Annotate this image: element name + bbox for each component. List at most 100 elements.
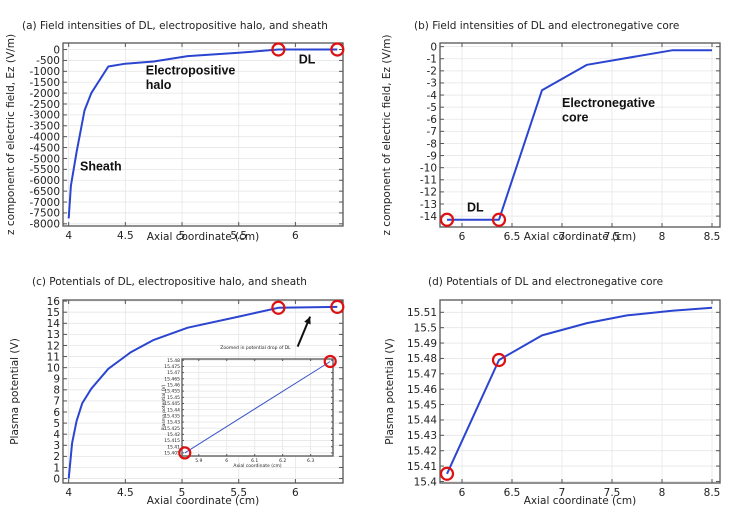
y-axis-label: Plasma potential (V) xyxy=(9,338,21,445)
y-tick-label: 10 xyxy=(47,362,60,374)
x-tick-label: 7 xyxy=(559,487,566,499)
y-tick-label: -12 xyxy=(420,187,437,199)
annotation-label: DL xyxy=(467,200,484,214)
panel-a: 4 4.5 5 5.5 60-500-1000-1500-2000-2500-3000-… xyxy=(5,20,345,243)
axes-frame xyxy=(62,42,344,227)
y-tick-label: -10 xyxy=(420,162,437,174)
y-tick-label: 12 xyxy=(47,340,60,352)
y-tick-label: -1 xyxy=(427,54,437,66)
highlight-marker xyxy=(323,354,337,369)
y-tick-label: 15.5 xyxy=(414,322,437,334)
x-tick-label: 6.3 xyxy=(307,458,314,464)
y-tick-label: -4 xyxy=(427,90,438,102)
x-tick-label: 6 xyxy=(292,487,299,499)
y-tick-label: -11 xyxy=(420,175,437,187)
y-tick-label: 15.48 xyxy=(407,353,437,365)
y-tick-label: -1000 xyxy=(29,66,60,78)
x-tick-label: 5.5 xyxy=(230,487,247,499)
x-tick-label: 4.5 xyxy=(117,230,134,242)
y-tick-label: 4 xyxy=(53,429,60,441)
y-tick-label: -8000 xyxy=(29,219,60,231)
y-tick-label: -4500 xyxy=(29,142,60,154)
y-tick-label: -1500 xyxy=(29,77,60,89)
series-line xyxy=(446,306,713,475)
x-tick-label: 6 xyxy=(292,230,299,242)
highlight-marker xyxy=(439,212,455,227)
y-tick-label: -2000 xyxy=(29,88,60,100)
highlight-marker xyxy=(491,212,507,227)
series-line xyxy=(447,49,712,221)
x-tick-label: 5 xyxy=(179,487,186,499)
y-axis-label: z component of electric field, Ez (V/m) xyxy=(381,34,393,235)
panel-title: (c) Potentials of DL, electropositive ha… xyxy=(32,276,307,288)
panel-title: (d) Potentials of DL and electronegative… xyxy=(428,276,663,288)
y-tick-label: 15.475 xyxy=(164,364,180,370)
inset-title: Zoomed in potential drop of DL xyxy=(220,345,291,351)
y-tick-label: 15.41 xyxy=(167,444,180,450)
y-tick-label: 9 xyxy=(53,374,60,386)
panel-title: (a) Field intensities of DL, electroposi… xyxy=(22,20,328,32)
y-tick-label: -7000 xyxy=(29,197,60,209)
y-tick-label: 13 xyxy=(47,329,60,341)
y-axis-label: Plasma potential (V) xyxy=(161,384,167,430)
y-tick-label: 15.51 xyxy=(407,307,437,319)
series-line xyxy=(67,48,338,219)
inset-panel: 5.9 6 6.1 6.2 6.3 15.40515.4115.41515.4215.42… xyxy=(161,345,337,469)
y-tick-label: -3000 xyxy=(29,110,60,122)
panel-title: (b) Field intensities of DL and electron… xyxy=(414,20,679,32)
y-tick-label: 15.425 xyxy=(164,426,180,432)
y-tick-label: 15.45 xyxy=(167,395,180,401)
y-axis-label: Plasma potential (V) xyxy=(384,338,396,445)
x-tick-label: 6 xyxy=(459,487,466,499)
arrow-head-icon xyxy=(304,316,311,325)
axes-frame xyxy=(439,42,721,228)
axes-frame xyxy=(181,358,334,457)
axes-frame xyxy=(62,299,344,484)
y-tick-label: 0 xyxy=(53,473,60,485)
x-axis-label: Axial coordinate (cm) xyxy=(147,495,260,507)
panel-d: 6 6.5 7 7.5 8 8.5 15.4 15.41 15.42 15.43 15.44 15.4… xyxy=(384,276,721,507)
y-tick-label: 2 xyxy=(53,451,60,463)
x-tick-label: 6.5 xyxy=(504,231,521,243)
x-tick-label: 5.5 xyxy=(230,230,247,242)
x-tick-label: 6.2 xyxy=(279,458,286,464)
y-tick-label: 11 xyxy=(47,351,60,363)
y-tick-label: 15.48 xyxy=(167,358,180,364)
x-tick-label: 7.5 xyxy=(604,231,621,243)
y-tick-label: 15.46 xyxy=(167,383,180,389)
x-axis-label: Axial coordinate (cm) xyxy=(524,231,637,243)
y-tick-label: 15.47 xyxy=(407,369,437,381)
y-tick-label: 15.43 xyxy=(167,420,180,426)
y-tick-label: -5000 xyxy=(29,153,60,165)
x-tick-label: 8.5 xyxy=(704,231,721,243)
series-line xyxy=(67,305,338,479)
y-tick-label: 15.45 xyxy=(407,399,437,411)
x-tick-label: 5.9 xyxy=(195,458,202,464)
y-tick-label: 15.465 xyxy=(164,376,180,382)
highlight-marker xyxy=(271,300,286,315)
x-tick-label: 5 xyxy=(179,230,186,242)
y-tick-label: 15.455 xyxy=(164,389,180,395)
y-tick-label: -2 xyxy=(427,66,437,78)
x-tick-label: 4 xyxy=(65,230,72,242)
y-tick-label: 1 xyxy=(53,462,60,474)
x-axis-label: Axial coordinate (cm) xyxy=(233,463,281,469)
y-tick-label: 14 xyxy=(47,318,61,330)
series-line xyxy=(184,361,331,454)
x-tick-label: 8.5 xyxy=(704,487,721,499)
y-tick-label: 15.42 xyxy=(167,432,180,438)
y-tick-label: 15.46 xyxy=(407,384,437,396)
y-tick-label: 15.41 xyxy=(407,461,437,473)
x-tick-label: 6.1 xyxy=(251,458,258,464)
y-tick-label: 15.445 xyxy=(164,401,180,407)
annotation-label: core xyxy=(562,111,588,125)
y-tick-label: -2500 xyxy=(29,99,60,111)
annotation-label: Electropositive xyxy=(146,64,236,78)
x-tick-label: 6 xyxy=(459,231,466,243)
highlight-marker xyxy=(330,299,345,314)
panel-b: 6 6.5 7 7.5 8 8.5 0-1-2-3-4-5-6-7-8-9-10-11-12… xyxy=(381,20,721,243)
y-tick-label: -14 xyxy=(420,211,437,223)
y-tick-label: -500 xyxy=(36,55,60,67)
y-tick-label: 15.44 xyxy=(167,407,180,413)
highlight-marker xyxy=(330,42,345,57)
